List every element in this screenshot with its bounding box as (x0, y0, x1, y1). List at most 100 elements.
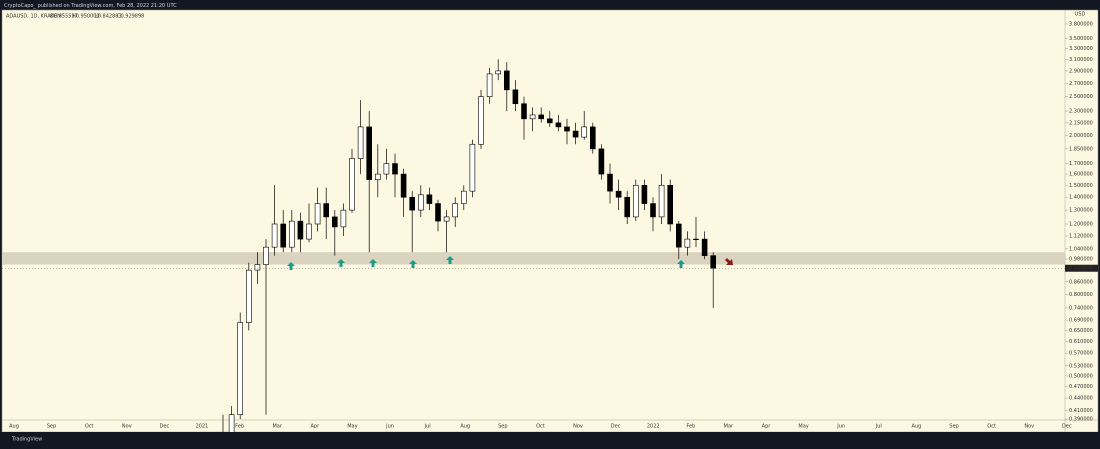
y-tick-label: 0.650000 (1069, 328, 1093, 334)
candle-body (546, 118, 553, 124)
y-tick-label: 0.440000 (1069, 396, 1093, 402)
candle-body (589, 126, 596, 150)
y-tick-label: 2.300000 (1069, 109, 1093, 115)
y-tick-label: 0.690000 (1069, 318, 1093, 324)
x-tick-label: Jul (875, 424, 882, 430)
candle-body (658, 184, 665, 218)
x-tick-label: Dec (611, 424, 621, 430)
candle-body (306, 223, 312, 240)
candle-body (271, 223, 278, 248)
y-tick-label: 0.530000 (1069, 363, 1093, 369)
arrows (287, 256, 733, 270)
candle-body (521, 103, 527, 120)
x-tick-label: Nov (122, 424, 132, 430)
candle-body (357, 126, 364, 159)
chart-bg (1, 9, 1099, 433)
footer-logo: TradingView (11, 437, 42, 443)
candle-body (598, 148, 605, 175)
candle-body (555, 122, 562, 128)
candle-body (607, 173, 613, 192)
candle-body (443, 216, 450, 222)
y-tick-label: 1.500000 (1069, 183, 1093, 189)
candle-body (314, 203, 321, 225)
y-tick-label: 0.740000 (1069, 305, 1093, 311)
y-tick-label: 0.500000 (1069, 373, 1093, 379)
candle-body (529, 114, 536, 120)
candle-body (288, 220, 295, 248)
candle-body (486, 73, 493, 97)
candle-body (615, 190, 622, 198)
x-tick-label: Sep (498, 424, 507, 430)
y-tick-label: 1.700000 (1069, 161, 1093, 167)
x-tick-label: Apr (762, 424, 772, 430)
x-tick-label: Sep (47, 424, 56, 430)
y-tick-label: 2.900000 (1069, 68, 1093, 74)
x-tick-label: Aug (912, 424, 922, 430)
candle-body (650, 203, 656, 218)
candle-body (374, 173, 381, 180)
candle-body (400, 173, 407, 198)
candle-body (340, 209, 347, 228)
candle-body (675, 223, 682, 248)
candle-body (383, 163, 390, 175)
y-tick-label: 1.400000 (1069, 195, 1093, 201)
legend-low: L0.842883 (95, 14, 122, 20)
x-tick-label: Nov (1024, 424, 1034, 430)
x-tick-label: Mar (272, 424, 282, 430)
candle-body (331, 216, 338, 228)
y-tick-label: 1.600000 (1069, 172, 1093, 178)
y-tick-label: 0.980000 (1069, 257, 1093, 263)
publisher: CryptoCapo_ published on TradingView.com… (4, 3, 177, 9)
marks: 3.800000 3.500000 3.300000 3.100000 2.900000… (2, 22, 1098, 449)
x-tick-label: May (347, 424, 357, 430)
y-tick-label: 0.610000 (1069, 339, 1093, 345)
y-tick-label: 3.300000 (1069, 46, 1093, 52)
legend-open: O0.855537 (50, 14, 78, 20)
x-tick-label: Jul (424, 424, 431, 430)
x-tick-label: Nov (573, 424, 583, 430)
candle-body (409, 196, 416, 211)
y-tick-label: 1.300000 (1069, 208, 1093, 214)
x-tick-label: Oct (85, 424, 94, 430)
candle-body (435, 203, 441, 222)
y-tick-label: 1.040000 (1069, 246, 1093, 252)
y-tick-label: 0.860000 (1069, 279, 1093, 285)
last-price-label: 0.929898 (1069, 266, 1093, 272)
x-tick-label: Apr (310, 424, 320, 430)
candle-body (263, 246, 269, 265)
candle-body (237, 322, 243, 415)
candle-body (538, 114, 545, 120)
y-tick-label: 0.800000 (1069, 292, 1093, 298)
x-tick-label: May (798, 424, 808, 430)
y-tick-label: 1.850000 (1069, 146, 1093, 152)
candle-body (701, 238, 708, 256)
candle-body (710, 255, 717, 269)
candle-body (426, 194, 433, 204)
last-price-box (1065, 264, 1098, 272)
y-tick-label: 3.500000 (1069, 36, 1093, 42)
x-tick-label: Jun (385, 424, 394, 430)
y-tick-label: 0.410000 (1069, 408, 1093, 414)
x-tick-label: Oct (987, 424, 996, 430)
x-tick-label: 2021 (196, 424, 209, 430)
y-tick-label: 2.500000 (1069, 94, 1093, 100)
candle-body (460, 190, 467, 204)
candle-body (495, 70, 502, 75)
y-tick-label: 1.120000 (1069, 233, 1093, 239)
bottom-bar: TradingView (0, 432, 1100, 445)
candle-body (684, 238, 691, 248)
up-arrow (677, 260, 685, 268)
top-bar-bg (0, 0, 1100, 10)
candle-body (503, 70, 510, 91)
x-tick-label: Mar (724, 424, 734, 430)
candle-body (246, 269, 252, 323)
x-tick-label: Aug (460, 424, 470, 430)
candle-body (366, 126, 373, 180)
x-tick-label: Jun (836, 424, 845, 430)
candle-body (564, 126, 570, 132)
y-tick-label: 0.470000 (1069, 384, 1093, 390)
legend: ADAUSD, 1D, KRAKEN O0.855537 H0.950000 L… (6, 14, 144, 20)
bottom-bar-bg (0, 432, 1100, 445)
x-tick-label: Oct (536, 424, 545, 430)
